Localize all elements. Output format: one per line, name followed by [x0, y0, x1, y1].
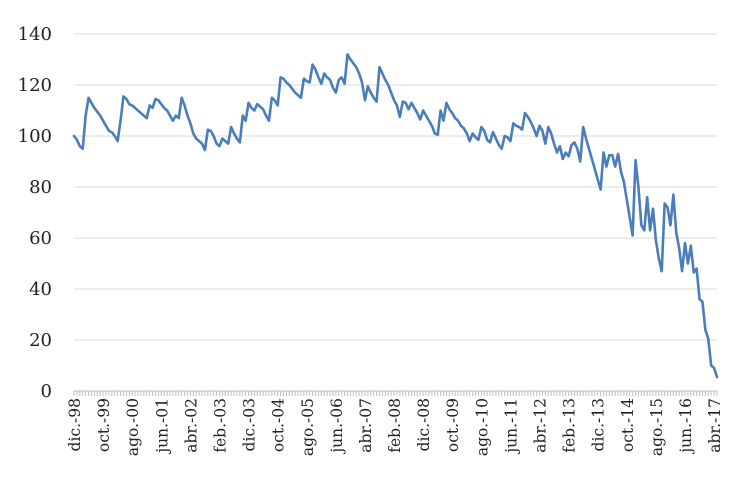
x-tick-label: oct.-04 — [270, 398, 288, 452]
y-tick-label: 20 — [29, 330, 52, 351]
x-tick-label: feb.-08 — [386, 398, 404, 453]
x-tick-label: jun.-11 — [502, 398, 520, 455]
x-tick-label: jun.-01 — [153, 398, 171, 455]
x-tick-label: abr.-12 — [532, 398, 550, 453]
x-tick-label: dic.-08 — [415, 398, 433, 451]
x-tick-label: dic.-98 — [66, 398, 84, 451]
y-tick-label: 0 — [41, 381, 52, 402]
x-tick-label: oct.-14 — [619, 398, 637, 452]
y-tick-label: 40 — [29, 279, 52, 300]
y-tick-label: 60 — [29, 228, 52, 249]
y-tick-label: 100 — [18, 126, 52, 147]
y-tick-label: 140 — [18, 24, 52, 45]
x-axis-tick-labels: dic.-98 oct.-99 ago.-00 jun.-01 abr.-02 feb.-… — [66, 398, 724, 456]
series-line — [72, 53, 719, 379]
series-layer — [72, 53, 719, 379]
y-tick-label: 80 — [29, 177, 52, 198]
x-tick-label: ago.-05 — [299, 398, 317, 456]
y-axis-tick-labels: 0 20 40 60 80 100 120 140 — [18, 24, 52, 402]
x-tick-label: oct.-99 — [95, 398, 113, 452]
x-tick-label: ago.-10 — [473, 398, 491, 456]
x-tick-label: abr.-07 — [357, 398, 375, 453]
gridlines — [74, 33, 717, 341]
x-tick-label: ago.-15 — [648, 398, 666, 456]
x-tick-label: dic.-13 — [590, 398, 608, 451]
axes — [73, 390, 718, 396]
x-tick-label: jun.-16 — [677, 398, 695, 455]
x-tick-label: feb.-03 — [211, 398, 229, 453]
x-tick-label: dic.-03 — [241, 398, 259, 451]
x-tick-label: abr.-02 — [182, 398, 200, 453]
x-tick-label: oct.-09 — [444, 398, 462, 452]
y-tick-label: 120 — [18, 75, 52, 96]
x-tick-label: feb.-13 — [561, 398, 579, 453]
x-tick-label: abr.-17 — [706, 398, 724, 453]
x-tick-label: jun.-06 — [328, 398, 346, 455]
x-tick-label: ago.-00 — [124, 398, 142, 456]
